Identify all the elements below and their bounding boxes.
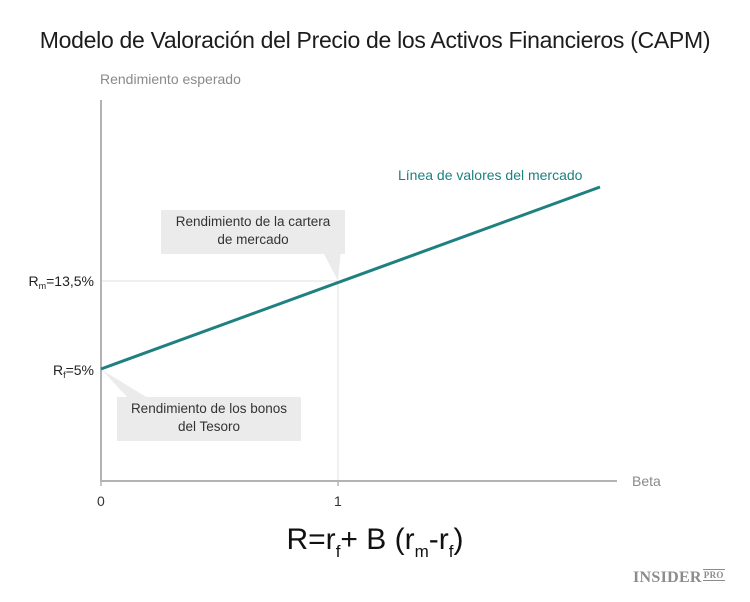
callout-line: de mercado (217, 232, 289, 247)
chart-title: Modelo de Valoración del Precio de los A… (39, 27, 711, 53)
callout-line: Rendimiento de la cartera (175, 214, 331, 229)
y-tick-rest: =5% (65, 362, 94, 378)
formula-sub: f (448, 542, 454, 561)
capm-formula: R=rf+ B (rm-rf) (0, 523, 750, 562)
y-tick-rm: Rm=13,5% (20, 273, 95, 291)
brand-name: INSIDER (633, 569, 702, 586)
x-tick-label-1: 1 (334, 493, 342, 509)
y-tick-sub: m (38, 281, 47, 291)
security-market-line (100, 185, 601, 371)
formula-sub: m (414, 542, 429, 561)
formula-part: ) (453, 523, 464, 556)
y-tick-rest: =13,5% (46, 273, 94, 289)
x-tick-label-0: 0 (97, 493, 105, 509)
callout-line: Rendimiento de los bonos (130, 401, 288, 416)
callout-line: del Tesoro (177, 419, 241, 434)
callout-pointer-market (322, 250, 341, 281)
brand-suffix: PRO (702, 569, 725, 581)
callout-market-portfolio: Rendimiento de la cartera de mercado (161, 210, 345, 254)
callout-treasury-bonds: Rendimiento de los bonos del Tesoro (117, 397, 301, 441)
formula-part: R=r (286, 523, 336, 556)
series-label: Línea de valores del mercado (398, 167, 583, 183)
formula-part: -r (428, 523, 449, 556)
y-tick-sub: f (63, 370, 66, 380)
callout-pointer-treasury (102, 370, 148, 398)
formula-part: + B (r (340, 523, 415, 556)
x-axis-label: Beta (632, 473, 661, 489)
y-tick-rf: Rf=5% (20, 362, 94, 380)
y-axis-label: Rendimiento esperado (100, 71, 241, 87)
formula-sub: f (335, 542, 341, 561)
brand-logo: INSIDER PRO (633, 569, 725, 587)
y-tick-base: R (28, 273, 39, 289)
y-tick-base: R (52, 362, 64, 378)
